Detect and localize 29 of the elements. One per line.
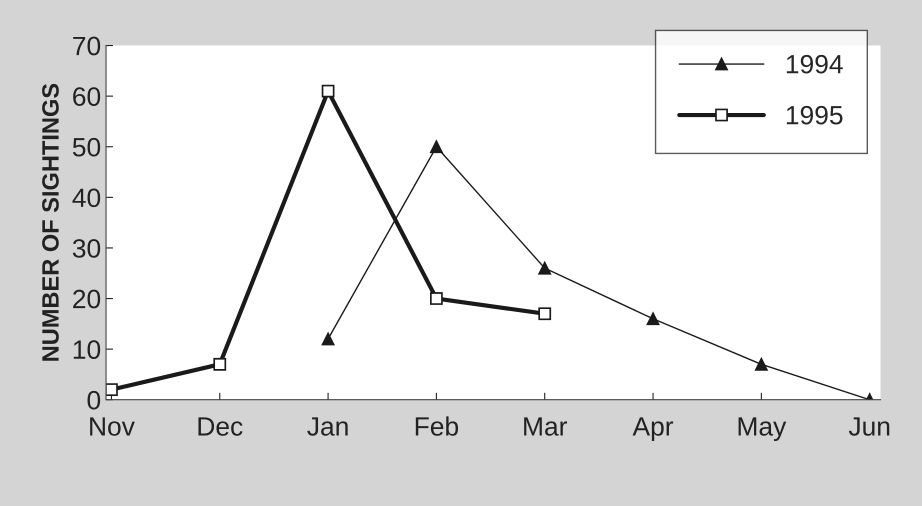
point (754, 358, 768, 371)
x-tick-label: Dec (198, 417, 243, 436)
x-tick-label: Nov (90, 417, 135, 436)
y-tick-label: 50 (72, 138, 100, 157)
y-tick-label: 70 (73, 36, 100, 56)
x-tick-label: Feb (416, 416, 458, 436)
y-tick-label: 0 (88, 390, 100, 410)
x-tick-label: May (738, 417, 786, 442)
y-tick-label: 40 (72, 188, 100, 208)
point (322, 332, 334, 346)
point (430, 292, 443, 305)
x-tick-label: Mar (524, 417, 568, 436)
x-tick-label: Jan (307, 417, 348, 436)
y-tick-label: 20 (73, 290, 100, 308)
y-tick-label: 10 (74, 340, 100, 359)
legend-label: 1995 (786, 106, 842, 125)
x-tick-label: Jun (848, 417, 890, 436)
point (646, 312, 660, 326)
legend-label: 1994 (786, 54, 843, 74)
point (213, 358, 226, 371)
point (106, 383, 118, 396)
y-tick-label: 60 (73, 87, 100, 106)
point (538, 307, 552, 320)
y-axis-title: NUMBER OF SIGHTINGS (42, 84, 59, 361)
point (430, 140, 443, 154)
y-tick-label: 30 (72, 239, 100, 258)
x-tick-label: Apr (632, 417, 674, 442)
point (538, 262, 552, 275)
point (322, 84, 334, 98)
